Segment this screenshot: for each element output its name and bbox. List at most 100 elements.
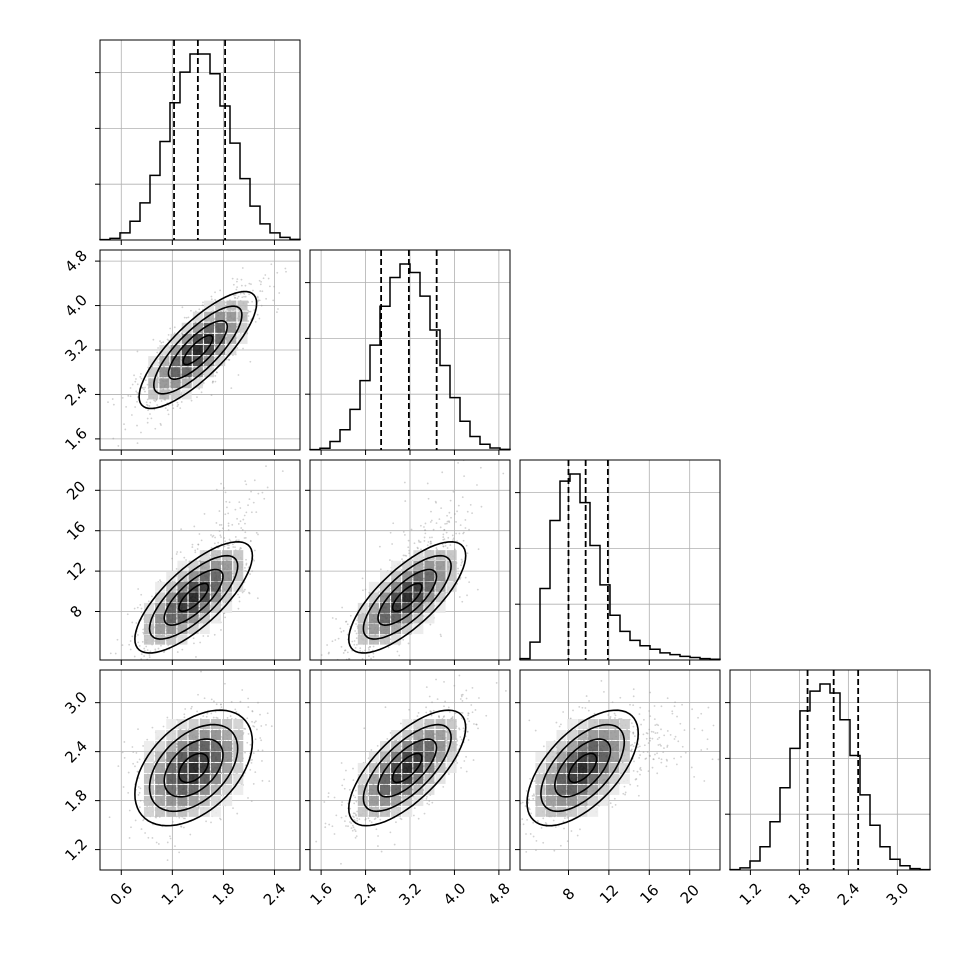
scatter-point: [198, 617, 201, 619]
scatter-point: [460, 558, 463, 561]
scatter-point: [121, 751, 124, 754]
scatter-point: [187, 611, 189, 614]
scatter-point: [429, 623, 432, 626]
scatter-point: [477, 548, 480, 551]
scatter-point: [130, 826, 132, 829]
scatter-point: [369, 645, 372, 648]
scatter-point: [331, 617, 334, 619]
scatter-point: [163, 651, 165, 654]
scatter-point: [424, 522, 427, 525]
scatter-point: [192, 637, 195, 640]
scatter-point: [239, 507, 242, 509]
scatter-point: [249, 360, 252, 363]
scatter-point: [217, 541, 220, 544]
scatter-point: [388, 559, 391, 561]
scatter-point: [429, 540, 432, 543]
density-cell: [233, 581, 244, 592]
scatter-point: [441, 543, 444, 546]
scatter-point: [202, 332, 205, 335]
scatter-point: [198, 533, 201, 535]
scatter-point: [408, 549, 411, 552]
scatter-point: [253, 559, 256, 562]
density-cell: [204, 322, 215, 333]
scatter-point: [191, 339, 194, 342]
density-cell: [170, 356, 181, 367]
scatter-point: [240, 547, 242, 550]
scatter-point: [442, 538, 445, 541]
scatter-point: [448, 521, 451, 524]
scatter-point: [355, 637, 358, 639]
scatter-point: [239, 700, 242, 703]
density-cell: [237, 333, 248, 344]
density-cell: [435, 602, 446, 613]
scatter-point: [136, 442, 139, 445]
contour-line: [167, 320, 229, 380]
scatter-point: [176, 401, 179, 404]
scatter-point: [248, 591, 250, 594]
scatter-point: [215, 488, 218, 491]
density-cell: [166, 581, 177, 592]
scatter-point: [146, 398, 149, 401]
scatter-point: [367, 646, 370, 649]
scatter-point: [257, 296, 259, 299]
scatter-point: [202, 382, 205, 384]
scatter-point: [181, 306, 184, 309]
density-cell: [199, 741, 210, 752]
scatter-point: [362, 589, 364, 592]
scatter-point: [190, 309, 192, 312]
scatter-point: [241, 296, 244, 299]
scatter-point: [260, 739, 263, 742]
density-cell: [166, 602, 177, 613]
scatter-point: [156, 351, 159, 354]
scatter-point: [411, 592, 414, 595]
scatter-point: [228, 359, 231, 361]
scatter-point: [266, 712, 269, 715]
scatter-point: [229, 540, 232, 542]
scatter-point: [419, 524, 422, 527]
scatter-point: [252, 289, 254, 292]
scatter-point: [244, 480, 247, 483]
scatter-point: [471, 512, 474, 515]
scatter-point: [245, 483, 248, 486]
scatter-point: [342, 629, 345, 632]
scatter-point: [215, 716, 218, 719]
scatter-point: [247, 315, 250, 317]
scatter-point: [220, 772, 223, 775]
density-cell: [199, 550, 210, 561]
density-cell: [446, 581, 457, 592]
scatter-point: [180, 365, 183, 367]
scatter-point: [175, 614, 178, 616]
density-cell: [413, 613, 424, 624]
scatter-point: [143, 647, 146, 650]
scatter-point: [162, 365, 165, 368]
scatter-point: [129, 395, 132, 398]
scatter-point: [435, 547, 438, 549]
density-cell: [188, 560, 199, 571]
density-cells: [143, 550, 244, 645]
density-cell: [210, 773, 221, 784]
scatter-point: [116, 638, 119, 641]
density-cell: [402, 592, 413, 603]
scatter-point: [160, 400, 163, 402]
scatter-point: [147, 409, 149, 412]
density-cell: [181, 345, 192, 355]
density-cell: [413, 550, 424, 561]
scatter-point: [253, 309, 256, 311]
scatter-point: [389, 531, 392, 534]
density-cell: [435, 560, 446, 571]
density-cell: [155, 602, 166, 613]
scatter-point: [212, 380, 214, 383]
scatter-point: [242, 347, 244, 350]
scatter-point: [171, 821, 174, 823]
scatter-point: [193, 525, 196, 528]
scatter-point: [262, 277, 265, 280]
scatter-point: [234, 294, 237, 296]
scatter-point: [348, 657, 351, 660]
scatter-point: [127, 394, 130, 397]
scatter-point: [213, 356, 216, 359]
scatter-point: [400, 568, 403, 571]
scatter-point: [457, 572, 460, 575]
scatter-point: [368, 648, 370, 651]
scatter-point: [440, 635, 442, 638]
scatter-point: [243, 295, 245, 298]
